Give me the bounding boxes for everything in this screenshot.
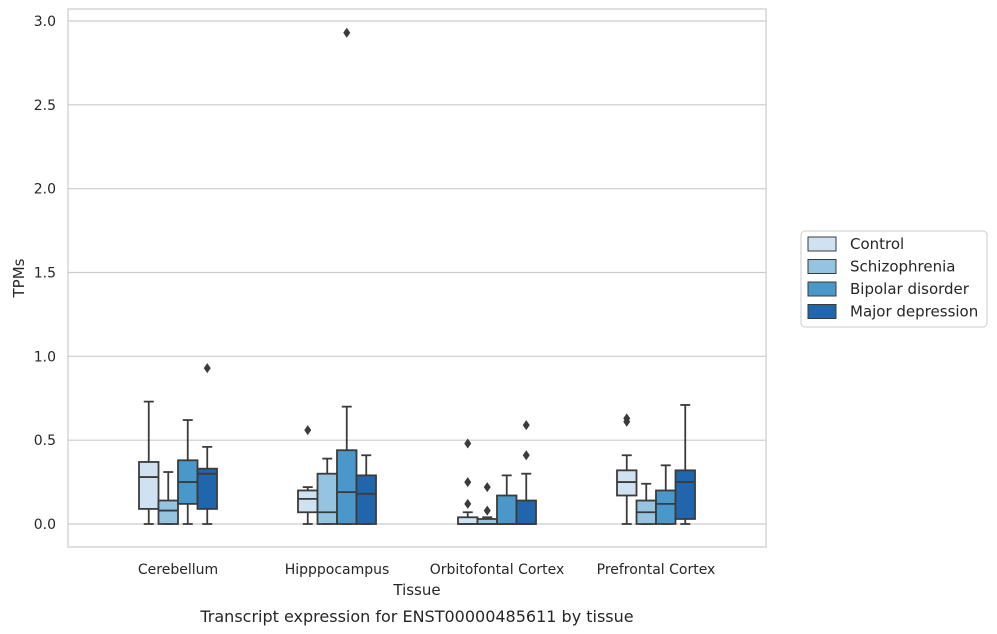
box-iqr: [457, 516, 479, 525]
box-0-0: [138, 400, 160, 525]
box-0-1: [157, 471, 179, 525]
box-iqr: [157, 499, 179, 525]
box-iqr: [138, 461, 160, 510]
box-3-0: [616, 413, 638, 525]
box-iqr: [316, 472, 338, 525]
y-tick-label: 0.5: [34, 433, 56, 449]
gridlines: [68, 20, 766, 525]
box-2-1: [476, 482, 498, 525]
y-tick-label: 2.5: [34, 98, 56, 114]
y-tick-label: 0.0: [34, 517, 56, 533]
box-series: [138, 27, 696, 525]
x-axis-title: Tissue: [392, 581, 440, 599]
outlier-marker: [464, 477, 472, 488]
outlier-marker: [464, 438, 472, 449]
legend-frame: [800, 230, 988, 328]
outlier-marker: [304, 425, 312, 436]
box-0-2: [177, 419, 199, 525]
x-tick-label: Orbitofontal Cortex: [430, 562, 565, 578]
legend-swatch: [807, 236, 837, 252]
legend-label: Schizophrenia: [850, 258, 955, 276]
outlier-marker: [464, 498, 472, 509]
box-1-1: [316, 457, 338, 525]
chart-caption: Transcript expression for ENST0000048561…: [199, 607, 633, 626]
y-tick-label: 3.0: [34, 14, 56, 30]
box-iqr: [496, 494, 518, 525]
legend-swatch: [807, 281, 837, 297]
x-tick-label: Prefrontal Cortex: [597, 562, 716, 578]
box-1-3: [355, 454, 377, 525]
legend-label: Major depression: [850, 303, 978, 321]
box-2-3: [515, 420, 537, 525]
box-iqr: [515, 499, 537, 525]
box-3-3: [674, 404, 696, 525]
outlier-marker: [483, 482, 491, 493]
box-iqr: [674, 469, 696, 520]
box-iqr: [655, 489, 677, 525]
legend-swatch: [807, 304, 837, 319]
legend-swatch: [807, 259, 837, 274]
legend-label: Control: [850, 235, 904, 253]
plot-area: [67, 8, 767, 548]
outlier-marker: [343, 27, 351, 38]
outlier-marker: [522, 450, 530, 461]
x-tick-labels: Cerebellum Hipppocampus Orbitofontal Corte…: [138, 562, 715, 578]
box-3-2: [655, 464, 677, 525]
outlier-marker: [203, 363, 211, 374]
x-tick-label: Cerebellum: [138, 562, 218, 578]
x-tick-label: Hipppocampus: [285, 562, 390, 578]
y-tick-labels: 0.0 0.5 1.0 1.5 2.0 2.5 3.0: [34, 14, 56, 533]
box-0-3: [196, 363, 218, 525]
y-tick-label: 1.5: [34, 266, 56, 282]
box-iqr: [355, 474, 377, 525]
outlier-marker: [522, 420, 530, 431]
box-2-0: [457, 438, 479, 525]
box-2-2: [496, 474, 518, 525]
outlier-marker: [483, 505, 491, 516]
legend-label: Bipolar disorder: [850, 280, 970, 298]
y-axis-title: TPMs: [10, 258, 28, 298]
y-tick-label: 2.0: [34, 182, 56, 198]
legend: Control Schizophrenia Bipolar disorder Majo…: [800, 230, 988, 328]
box-1-0: [297, 425, 319, 525]
y-tick-label: 1.0: [34, 349, 56, 365]
outlier-marker: [623, 413, 631, 424]
box-iqr: [297, 489, 319, 514]
box-3-1: [635, 482, 657, 525]
box-iqr: [196, 467, 218, 510]
box-iqr: [336, 449, 358, 525]
